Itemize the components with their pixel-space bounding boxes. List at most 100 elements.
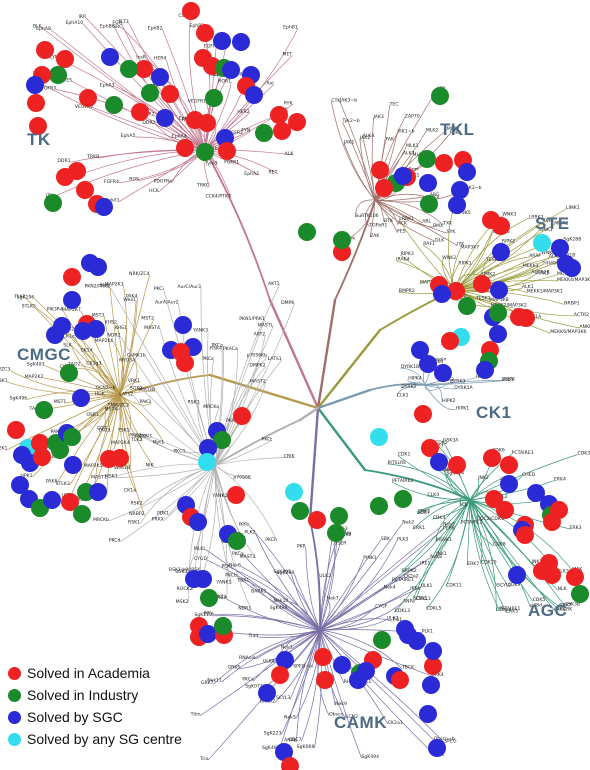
structure-dot-academia xyxy=(314,648,332,666)
leaf-branch xyxy=(7,394,121,451)
kinase-label: WNK4 xyxy=(541,250,555,256)
structure-dot-academia xyxy=(473,275,491,293)
leaf-branch xyxy=(287,601,321,631)
structure-dot-academia xyxy=(448,456,466,474)
kinase-label: FGFR2 xyxy=(228,130,243,136)
kinase-label: BARK1 xyxy=(251,588,266,594)
kinase-label: AKT2 xyxy=(254,331,266,337)
structure-dot-academia xyxy=(61,493,79,511)
kinase-label: Nek5 xyxy=(284,715,296,721)
kinase-label: MEKK1/MAP3K1 xyxy=(527,288,563,294)
kinase-label: VRK1 xyxy=(128,378,140,384)
kinase-label: ALK4 xyxy=(363,133,375,139)
kinase-label: ABL xyxy=(422,219,431,225)
kinase-label: PLK1 xyxy=(422,629,433,635)
kinase-label: GRK5 xyxy=(228,665,241,671)
kinase-label: PFTAIRE1 xyxy=(499,606,520,612)
leaf-branch xyxy=(214,356,268,466)
structure-dot-academia xyxy=(492,217,510,235)
leaf-branch xyxy=(7,381,121,396)
leaf-branch xyxy=(469,499,483,565)
legend-dot-any-sg xyxy=(8,732,21,746)
kinase-label: PDGFRa xyxy=(154,178,173,184)
leaf-branch xyxy=(214,439,273,466)
structure-dot-sgc xyxy=(194,570,212,588)
kinase-label: PIK3R4 xyxy=(47,307,63,313)
kinase-label: PAK3 xyxy=(140,399,152,405)
kinase-label: ALK1 xyxy=(522,284,534,290)
structure-dot-industry xyxy=(105,96,123,114)
kinase-label: CTK xyxy=(331,98,341,104)
leaf-branch xyxy=(319,629,336,706)
kinase-label: CDKL5 xyxy=(426,605,441,611)
kinase-label: SgK071 xyxy=(245,684,263,690)
kinase-label: SgK496 xyxy=(270,605,288,611)
structure-dot-sgc xyxy=(476,361,494,379)
kinase-label: PRKX xyxy=(152,517,164,523)
leaf-branch xyxy=(435,499,471,556)
leaf-branch xyxy=(213,629,321,685)
kinase-label: Nek4 xyxy=(384,584,396,590)
structure-dot-sgc xyxy=(448,196,466,214)
kinase-label: PYK2 xyxy=(450,130,461,136)
kinase-label: FGFR1 xyxy=(224,160,239,166)
leaf-branch xyxy=(319,629,362,759)
structure-dot-sgc xyxy=(26,76,44,94)
leaf-branch xyxy=(371,117,376,201)
kinase-label: MAP3K7 xyxy=(460,245,479,251)
structure-dot-industry xyxy=(60,364,78,382)
kinase-label: YANK3 xyxy=(192,328,208,334)
leaf-branch xyxy=(412,499,471,600)
structure-dot-sgc xyxy=(434,364,452,382)
kinase-label: VRK3 xyxy=(74,497,86,503)
structure-dot-sgc xyxy=(189,513,207,531)
structure-dot-academia xyxy=(176,139,194,157)
structure-dot-industry xyxy=(213,431,231,449)
kinase-label: MAST1 xyxy=(91,474,107,480)
kinase-label: HCK xyxy=(149,188,160,194)
kinase-label: MYO3B xyxy=(139,387,155,393)
kinase-label: Axl xyxy=(267,81,274,87)
kinase-label: CYGF xyxy=(375,603,387,609)
kinase-label: Tyk2~b xyxy=(342,118,360,124)
leaf-branch xyxy=(214,381,267,466)
kinase-label: AurC/Aur3 xyxy=(177,284,201,290)
leaf-branch xyxy=(400,381,426,389)
leaf-branch xyxy=(119,390,156,396)
kinase-label: SPEG xyxy=(444,739,457,745)
trunk-branch xyxy=(268,298,320,410)
leaf-branch xyxy=(103,316,121,396)
kinase-label: IKKe xyxy=(410,586,420,592)
structure-dot-academia xyxy=(371,161,389,179)
leaf-branch xyxy=(43,377,121,396)
kinase-label: CDK7 xyxy=(417,510,430,516)
kinase-label: ACTR2B xyxy=(531,270,549,276)
kinase-label: CDK10 xyxy=(481,560,497,566)
kinase-label: JAK2~b xyxy=(463,185,481,191)
kinase-label: PKACb xyxy=(226,418,241,424)
leaf-branch xyxy=(342,121,376,201)
structure-dot-academia xyxy=(483,449,501,467)
leaf-branch xyxy=(213,613,321,631)
kinase-label: EphA4 xyxy=(172,133,187,139)
kinase-label: NLK xyxy=(558,586,568,592)
leaf-branch xyxy=(387,463,471,501)
leaf-branch xyxy=(454,289,580,329)
kinase-label: LRRK2 xyxy=(529,214,544,220)
kinase-label: ICK xyxy=(460,502,469,508)
leaf-branch xyxy=(119,394,143,442)
group-label-camk: CAMK xyxy=(334,713,387,732)
kinase-label: NIK xyxy=(146,463,155,469)
kinase-label: EphB6 xyxy=(100,23,115,29)
group-label-cmgc: CMGC xyxy=(17,345,71,364)
kinase-label: ZAK xyxy=(370,233,380,239)
legend-label: Solved in Industry xyxy=(27,687,139,703)
structure-dot-sgc xyxy=(527,484,545,502)
kinase-label: BTK xyxy=(384,218,394,224)
kinase-label: FGFR3 xyxy=(41,86,56,92)
kinase-label: BMPR2 xyxy=(399,288,415,294)
structure-dot-academia xyxy=(176,354,194,372)
kinase-label: BMX xyxy=(433,223,443,229)
kinase-label: COT xyxy=(97,425,107,431)
